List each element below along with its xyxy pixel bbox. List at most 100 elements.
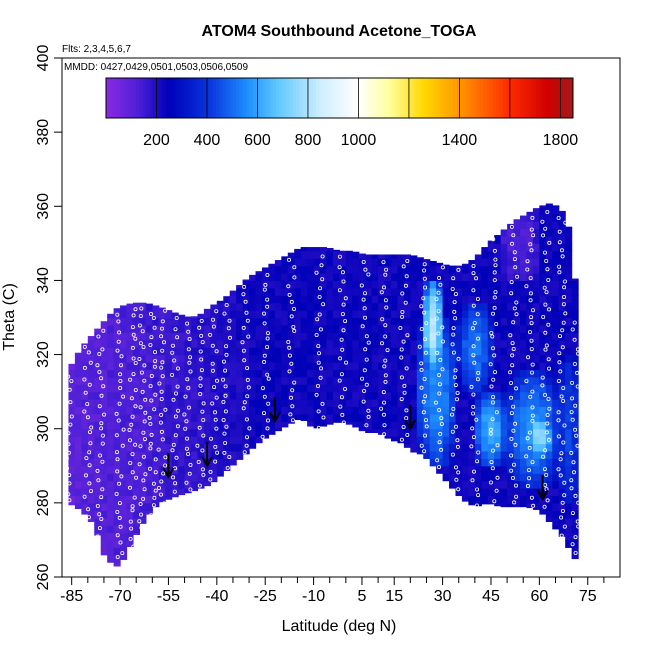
sample-point bbox=[265, 345, 270, 350]
heat-cell bbox=[442, 399, 450, 408]
sample-point bbox=[471, 404, 476, 409]
heat-cell bbox=[87, 465, 95, 474]
heat-cell bbox=[145, 413, 153, 422]
heat-cell bbox=[468, 287, 476, 296]
sample-point bbox=[342, 386, 347, 391]
sample-point bbox=[99, 393, 104, 398]
sample-point bbox=[317, 294, 322, 299]
heat-cell bbox=[281, 339, 289, 348]
heat-cell bbox=[203, 308, 211, 311]
sample-point bbox=[492, 499, 497, 504]
sample-point bbox=[434, 297, 439, 302]
heat-cell bbox=[307, 324, 315, 333]
heat-cell bbox=[152, 391, 160, 400]
heat-cell bbox=[152, 305, 160, 311]
colorbar-segment bbox=[286, 78, 290, 118]
heat-cell bbox=[107, 458, 115, 467]
sample-point bbox=[471, 263, 476, 268]
heat-cell bbox=[132, 302, 141, 311]
heat-cell bbox=[139, 399, 147, 408]
sample-point bbox=[456, 356, 461, 361]
sample-point bbox=[362, 315, 367, 320]
sample-point bbox=[86, 515, 91, 520]
heat-cell bbox=[107, 547, 115, 556]
heat-cell bbox=[494, 376, 502, 385]
heat-cell bbox=[126, 310, 134, 319]
heat-cell bbox=[345, 287, 353, 296]
heat-cell bbox=[94, 413, 102, 422]
heat-cell bbox=[539, 399, 547, 408]
heat-cell bbox=[139, 406, 147, 415]
heat-cell bbox=[410, 428, 418, 437]
colorbar-segment bbox=[459, 78, 464, 118]
sample-point bbox=[172, 489, 177, 494]
heat-cell bbox=[352, 406, 360, 415]
heat-cell bbox=[494, 235, 502, 244]
sample-point bbox=[186, 451, 191, 456]
sample-point bbox=[366, 340, 371, 345]
heat-cell bbox=[526, 421, 534, 430]
heat-cell bbox=[94, 465, 102, 474]
sample-point bbox=[148, 421, 153, 426]
heat-cell bbox=[132, 421, 141, 430]
sample-point bbox=[210, 401, 215, 406]
heat-cell bbox=[113, 332, 121, 341]
heat-cell bbox=[365, 369, 373, 378]
heat-cell bbox=[113, 510, 121, 519]
heat-cell bbox=[300, 332, 308, 341]
sample-point bbox=[245, 377, 250, 382]
heat-cell bbox=[94, 369, 102, 378]
sample-point bbox=[437, 391, 442, 396]
heat-cell bbox=[416, 436, 424, 445]
heat-cell bbox=[87, 413, 95, 422]
heat-cell bbox=[203, 324, 211, 333]
heat-cell bbox=[371, 399, 379, 408]
heat-cell bbox=[152, 339, 160, 348]
heat-cell bbox=[268, 406, 276, 415]
heat-cell bbox=[487, 450, 495, 459]
heat-cell bbox=[358, 302, 366, 311]
heat-cell bbox=[378, 280, 386, 289]
heat-cell bbox=[113, 406, 121, 415]
sample-point bbox=[289, 361, 294, 366]
heat-cell bbox=[191, 361, 199, 370]
heat-cell bbox=[552, 235, 560, 244]
heat-cell bbox=[100, 436, 108, 445]
heat-cell bbox=[223, 347, 231, 356]
sample-point bbox=[87, 463, 92, 468]
sample-point bbox=[562, 285, 567, 290]
heat-cell bbox=[552, 495, 560, 504]
sample-point bbox=[561, 440, 566, 445]
heat-cell bbox=[300, 369, 308, 378]
heat-cell bbox=[565, 324, 573, 333]
sample-point bbox=[422, 276, 427, 281]
sample-point bbox=[471, 288, 476, 293]
sample-point bbox=[86, 507, 91, 512]
heat-cell bbox=[545, 213, 553, 222]
heat-cell bbox=[100, 324, 108, 333]
heat-cell bbox=[326, 399, 334, 408]
heat-cell bbox=[287, 310, 295, 319]
heat-cell bbox=[436, 443, 444, 452]
sample-point bbox=[115, 555, 120, 560]
heat-cell bbox=[236, 450, 244, 459]
heat-cell bbox=[416, 257, 424, 259]
heat-cell bbox=[487, 324, 495, 333]
heat-cell bbox=[507, 295, 515, 304]
sample-point bbox=[115, 469, 120, 474]
heat-cell bbox=[429, 310, 437, 319]
heat-cell bbox=[461, 295, 469, 304]
heat-cell bbox=[313, 339, 321, 348]
sample-point bbox=[439, 416, 444, 421]
heat-cell bbox=[494, 384, 502, 393]
heat-cell bbox=[513, 458, 521, 467]
heat-cell bbox=[532, 421, 540, 430]
heat-cell bbox=[261, 413, 270, 422]
heat-cell bbox=[487, 240, 495, 244]
heat-cell bbox=[326, 247, 334, 252]
heat-cell bbox=[423, 259, 431, 267]
sample-point bbox=[514, 386, 519, 391]
heat-cell bbox=[558, 347, 566, 356]
heat-cell bbox=[294, 354, 302, 363]
sample-point bbox=[245, 366, 250, 371]
